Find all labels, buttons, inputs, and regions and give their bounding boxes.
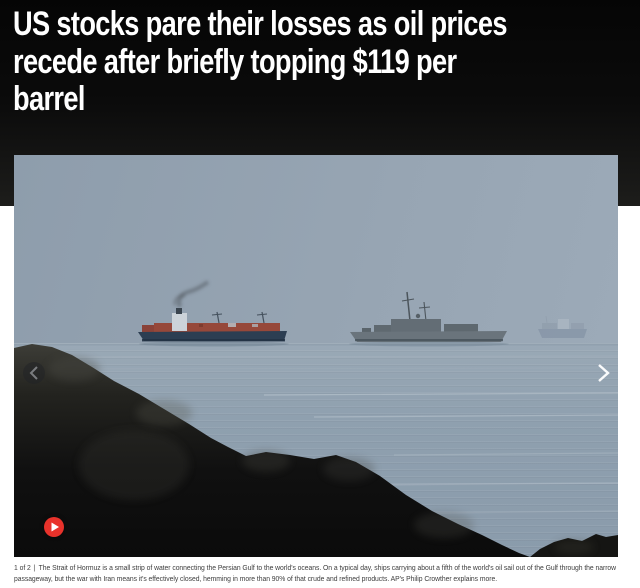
carousel-prev-button[interactable] <box>23 362 45 384</box>
article-headline: US stocks pare their losses as oil price… <box>13 5 507 118</box>
ship-smoke <box>177 280 210 308</box>
container-ship <box>138 280 289 347</box>
image-counter: 1 of 2 <box>14 563 31 572</box>
image-caption: 1 of 2 | The Strait of Hormuz is a small s… <box>14 562 626 584</box>
distant-ship <box>538 315 587 338</box>
photo-scene <box>14 280 618 557</box>
play-icon <box>51 522 59 532</box>
caption-separator: | <box>33 563 36 572</box>
chevron-right-icon <box>598 364 610 382</box>
video-play-button[interactable] <box>44 517 64 537</box>
chevron-left-icon <box>29 366 38 380</box>
caption-text: The Strait of Hormuz is a small strip of… <box>14 563 617 583</box>
carousel-next-button[interactable] <box>593 360 613 386</box>
foreground-rocks <box>14 344 618 557</box>
navy-warship <box>349 291 509 347</box>
lead-image-carousel <box>14 155 618 557</box>
